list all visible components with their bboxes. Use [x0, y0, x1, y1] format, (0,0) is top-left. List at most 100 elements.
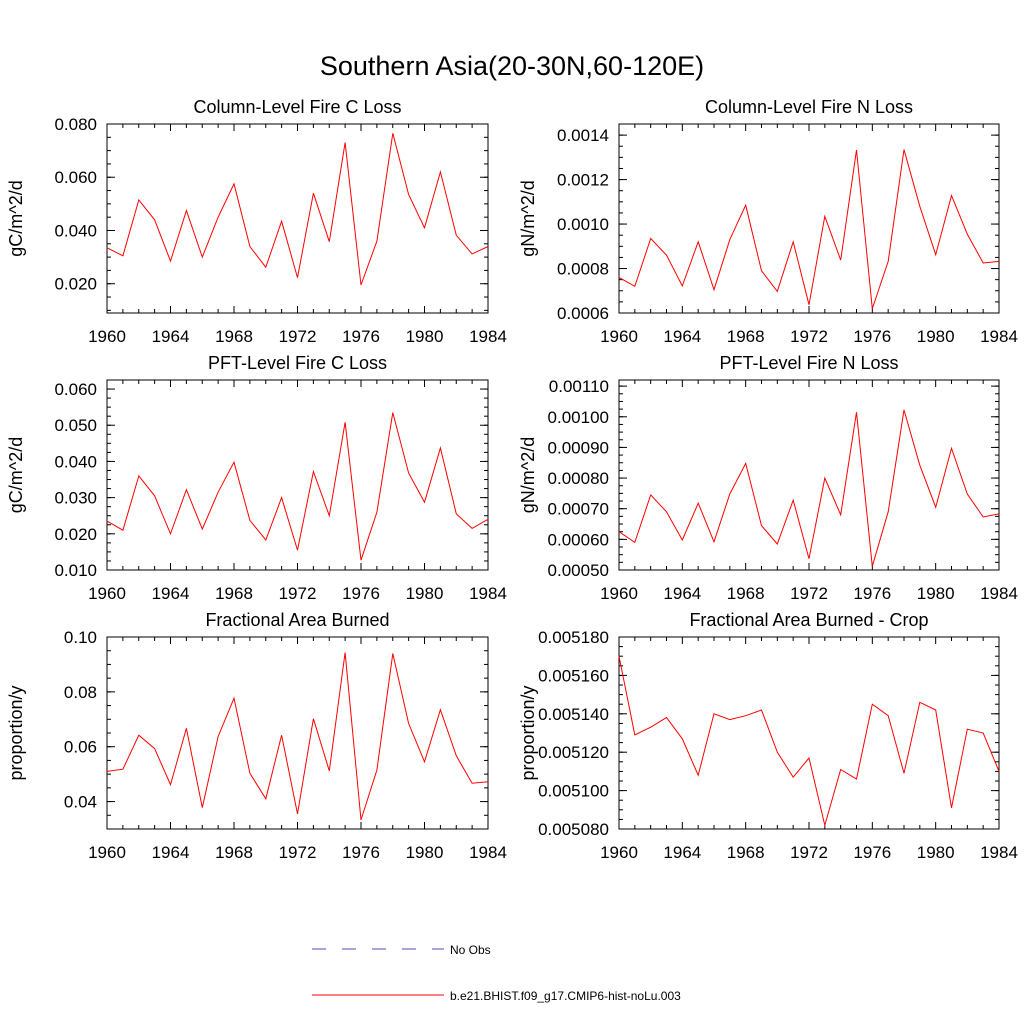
y-tick-label: 0.00100	[548, 408, 609, 427]
y-axis-label: gN/m^2/d	[518, 180, 538, 256]
panel-fractional-area-burned-crop: Fractional Area Burned - Crop proportion/…	[518, 610, 1018, 862]
y-tick-label: 0.005080	[538, 820, 609, 839]
x-tick-label: 1964	[152, 843, 190, 862]
y-tick-label: 0.0010	[557, 215, 609, 234]
y-tick-label: 0.005160	[538, 666, 609, 685]
x-tick-label: 1968	[727, 843, 765, 862]
y-tick-label: 0.080	[54, 115, 97, 134]
x-tick-label: 1968	[215, 584, 253, 603]
panel-title: Column-Level Fire N Loss	[705, 97, 913, 117]
x-tick-label: 1980	[917, 584, 955, 603]
x-tick-label: 1976	[342, 584, 380, 603]
x-tick-label: 1972	[790, 327, 828, 346]
y-tick-label: 0.040	[54, 452, 97, 471]
y-tick-label: 0.00080	[548, 469, 609, 488]
x-tick-label: 1960	[88, 584, 126, 603]
panel-title: Fractional Area Burned - Crop	[689, 610, 928, 630]
x-tick-label: 1976	[342, 843, 380, 862]
x-tick-label: 1976	[342, 327, 380, 346]
x-tick-label: 1972	[279, 584, 317, 603]
y-tick-label: 0.005140	[538, 705, 609, 724]
panel-title: PFT-Level Fire C Loss	[208, 353, 387, 373]
x-tick-label: 1980	[406, 584, 444, 603]
panel-title: PFT-Level Fire N Loss	[719, 353, 898, 373]
panels: Column-Level Fire C Loss gC/m^2/d 1960 1964…	[6, 97, 1018, 862]
panel-pft-level-fire-c-loss: PFT-Level Fire C Loss gC/m^2/d 1960 1964 196…	[6, 353, 507, 603]
y-tick-label: 0.04	[64, 793, 97, 812]
y-axis-label: proportion/y	[518, 685, 538, 780]
x-tick-label: 1960	[88, 327, 126, 346]
panel-pft-level-fire-n-loss: PFT-Level Fire N Loss gN/m^2/d 1960 1964 196…	[518, 353, 1018, 603]
y-tick-label: 0.00050	[548, 561, 609, 580]
y-tick-label: 0.00110	[549, 377, 609, 396]
x-tick-label: 1964	[152, 584, 190, 603]
x-tick-label: 1984	[980, 327, 1018, 346]
y-tick-label: 0.040	[54, 221, 97, 240]
panel-column-level-fire-n-loss: Column-Level Fire N Loss gN/m^2/d 1960 1964…	[518, 97, 1018, 346]
x-tick-label: 1976	[853, 327, 891, 346]
panel-title: Column-Level Fire C Loss	[193, 97, 401, 117]
series-line-b-e21-bhist-f09-g17-cmip6-hist-nolu-003	[618, 149, 1000, 309]
x-tick-label: 1984	[469, 584, 507, 603]
y-tick-label: 0.10	[64, 628, 97, 647]
x-tick-label: 1972	[790, 584, 828, 603]
x-tick-label: 1968	[727, 327, 765, 346]
y-tick-label: 0.030	[54, 489, 97, 508]
x-tick-label: 1968	[215, 843, 253, 862]
x-tick-label: 1980	[406, 327, 444, 346]
y-tick-label: 0.00090	[548, 438, 609, 457]
x-tick-label: 1964	[663, 843, 701, 862]
panel-title: Fractional Area Burned	[205, 610, 389, 630]
y-tick-label: 0.0012	[557, 171, 609, 190]
y-tick-label: 0.00060	[548, 530, 609, 549]
x-tick-label: 1984	[469, 843, 507, 862]
x-tick-label: 1964	[152, 327, 190, 346]
x-tick-label: 1980	[917, 327, 955, 346]
x-tick-label: 1984	[980, 843, 1018, 862]
y-tick-label: 0.010	[54, 561, 97, 580]
y-tick-label: 0.0008	[557, 260, 609, 279]
y-axis-label: gN/m^2/d	[518, 437, 538, 513]
series-line-b-e21-bhist-f09-g17-cmip6-hist-nolu-003	[618, 409, 1000, 567]
y-tick-label: 0.08	[64, 683, 97, 702]
y-axis-label: proportion/y	[6, 685, 26, 780]
x-tick-label: 1980	[917, 843, 955, 862]
y-tick-label: 0.0006	[557, 304, 609, 323]
y-tick-label: 0.060	[54, 380, 97, 399]
series-line-b-e21-bhist-f09-g17-cmip6-hist-nolu-003	[106, 133, 489, 286]
y-tick-label: 0.06	[64, 738, 97, 757]
y-axis-label: gC/m^2/d	[6, 437, 26, 513]
x-tick-label: 1984	[469, 327, 507, 346]
y-tick-label: 0.005120	[538, 743, 609, 762]
figure-title: Southern Asia(20-30N,60-120E)	[320, 51, 704, 81]
x-tick-label: 1980	[406, 843, 444, 862]
y-tick-label: 0.005180	[538, 628, 609, 647]
panel-column-level-fire-c-loss: Column-Level Fire C Loss gC/m^2/d 1960 1964…	[6, 97, 507, 346]
x-tick-label: 1968	[727, 584, 765, 603]
x-tick-label: 1960	[600, 584, 638, 603]
x-tick-label: 1968	[215, 327, 253, 346]
y-axis-label: gC/m^2/d	[6, 180, 26, 256]
x-tick-label: 1972	[279, 843, 317, 862]
x-tick-label: 1976	[853, 843, 891, 862]
x-tick-label: 1960	[88, 843, 126, 862]
y-tick-label: 0.00070	[548, 500, 609, 519]
x-tick-label: 1972	[790, 843, 828, 862]
y-tick-label: 0.005100	[538, 782, 609, 801]
x-tick-label: 1964	[663, 327, 701, 346]
series-line-b-e21-bhist-f09-g17-cmip6-hist-nolu-003	[106, 652, 489, 821]
x-tick-label: 1976	[853, 584, 891, 603]
y-tick-label: 0.050	[54, 416, 97, 435]
x-tick-label: 1964	[663, 584, 701, 603]
legend: No Obs b.e21.BHIST.f09_g17.CMIP6-hist-no…	[312, 943, 681, 1003]
legend-label-model: b.e21.BHIST.f09_g17.CMIP6-hist-noLu.003	[450, 989, 681, 1003]
x-tick-label: 1984	[980, 584, 1018, 603]
y-tick-label: 0.020	[54, 525, 97, 544]
x-tick-label: 1960	[600, 843, 638, 862]
x-tick-label: 1972	[279, 327, 317, 346]
x-tick-label: 1960	[600, 327, 638, 346]
y-tick-label: 0.060	[54, 168, 97, 187]
y-tick-label: 0.0014	[557, 126, 609, 145]
